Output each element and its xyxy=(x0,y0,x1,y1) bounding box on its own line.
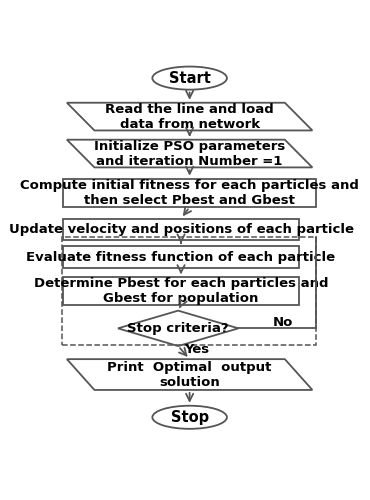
Text: Read the line and load
data from network: Read the line and load data from network xyxy=(105,102,274,130)
Text: Evaluate fitness function of each particle: Evaluate fitness function of each partic… xyxy=(27,250,336,264)
Text: Initialize PSO parameters
and iteration Number =1: Initialize PSO parameters and iteration … xyxy=(94,140,285,168)
Bar xyxy=(62,237,316,346)
Text: Print  Optimal  output
solution: Print Optimal output solution xyxy=(107,360,272,388)
Text: Compute initial fitness for each particles and
then select Pbest and Gbest: Compute initial fitness for each particl… xyxy=(20,179,359,207)
Bar xyxy=(64,178,316,207)
Text: Determine Pbest for each particles and
Gbest for population: Determine Pbest for each particles and G… xyxy=(34,277,328,305)
Text: No: No xyxy=(273,316,293,329)
Text: Yes: Yes xyxy=(184,344,209,356)
Bar xyxy=(64,277,299,305)
Bar xyxy=(64,218,299,240)
Bar xyxy=(64,246,299,268)
Text: Stop criteria?: Stop criteria? xyxy=(127,322,229,335)
Text: Start: Start xyxy=(169,70,211,86)
Text: Update velocity and positions of each particle: Update velocity and positions of each pa… xyxy=(9,223,353,236)
Text: Stop: Stop xyxy=(171,410,209,425)
